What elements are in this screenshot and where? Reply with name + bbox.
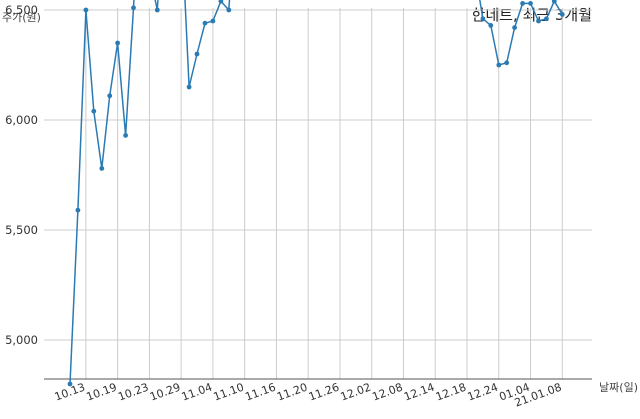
- data-point: [99, 166, 105, 171]
- grid: [44, 8, 592, 379]
- data-point: [210, 18, 216, 24]
- data-point: [504, 60, 510, 66]
- x-tick-label: 12.02: [339, 381, 373, 404]
- data-point: [67, 381, 73, 387]
- data-point: [75, 207, 81, 213]
- y-axis-label: 주가(원): [2, 11, 41, 24]
- y-tick-label: 5,000: [5, 333, 38, 347]
- data-point: [512, 25, 517, 30]
- data-point: [131, 5, 136, 11]
- data-point: [186, 84, 192, 90]
- data-point: [154, 7, 160, 13]
- data-point: [559, 12, 565, 17]
- x-tick-label: 11.10: [212, 381, 246, 404]
- data-point: [202, 20, 208, 26]
- data-point: [115, 40, 120, 46]
- x-tick-label: 12.14: [402, 381, 436, 404]
- data-point: [551, 0, 557, 4]
- y-tick-label: 6,000: [5, 113, 38, 127]
- y-tick-label: 5,500: [5, 223, 38, 237]
- tick-labels: 5,0005,5006,0006,5007,0007,50010.1310.19…: [5, 3, 563, 410]
- data-point: [123, 133, 128, 138]
- x-tick-label: 12.24: [466, 381, 500, 404]
- x-tick-label: 12.18: [434, 381, 468, 404]
- data-point: [107, 93, 113, 99]
- data-point: [488, 23, 494, 28]
- data-point: [536, 18, 541, 24]
- x-axis-label: 날짜(일): [599, 381, 638, 394]
- data-point: [218, 0, 224, 4]
- price-line: [69, 0, 563, 385]
- x-tick-label: 10.19: [85, 381, 119, 404]
- data-point: [226, 7, 232, 13]
- data-point: [480, 16, 486, 22]
- data-point: [520, 1, 525, 6]
- x-tick-label: 11.20: [275, 381, 309, 404]
- data-point: [83, 7, 89, 13]
- price-series: [67, 0, 565, 387]
- data-point: [544, 16, 549, 22]
- data-point: [91, 108, 97, 114]
- x-tick-label: 11.04: [180, 381, 214, 404]
- data-point: [496, 62, 502, 68]
- data-point: [528, 1, 533, 6]
- x-tick-label: 10.23: [116, 381, 150, 404]
- data-point: [194, 51, 200, 57]
- x-tick-label: 11.26: [307, 381, 341, 404]
- y-tick-label: 6,500: [5, 3, 38, 17]
- x-tick-label: 11.16: [243, 381, 277, 404]
- x-tick-label: 10.29: [148, 381, 182, 404]
- x-tick-label: 12.08: [370, 381, 404, 404]
